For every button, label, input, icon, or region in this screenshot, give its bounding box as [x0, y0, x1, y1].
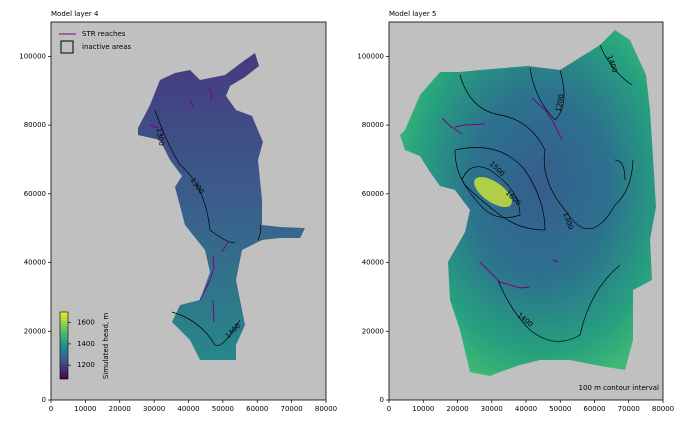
- contour-label: 1200: [555, 94, 566, 113]
- legend-label: inactive areas: [82, 43, 131, 51]
- str-reach: [208, 87, 213, 101]
- y-tick-label: 80000: [24, 121, 46, 129]
- x-tick-label: 60000: [246, 405, 268, 413]
- x-tick-label: 30000: [481, 405, 503, 413]
- x-tick-label: 0: [387, 405, 391, 413]
- x-tick-label: 70000: [618, 405, 640, 413]
- legend-box: [60, 40, 74, 54]
- y-tick-label: 100000: [357, 52, 384, 60]
- contour-line: [614, 159, 626, 181]
- y-tick-label: 40000: [24, 259, 46, 267]
- str-reach: [149, 124, 159, 129]
- str-reach: [479, 261, 531, 289]
- x-tick-label: 10000: [412, 405, 434, 413]
- x-tick-label: 20000: [446, 405, 468, 413]
- x-tick-label: 0: [49, 405, 53, 413]
- x-tick-label: 50000: [549, 405, 571, 413]
- contour-line: [461, 166, 521, 218]
- str-reach: [212, 299, 215, 323]
- y-tick-label: 100000: [19, 52, 46, 60]
- contour-line: [257, 224, 262, 241]
- colorbar-tick-label: 1400: [77, 340, 95, 348]
- contour-label: 1300: [155, 128, 166, 147]
- active-area: [400, 30, 656, 376]
- legend-label: STR reaches: [82, 30, 126, 38]
- contour-line: [497, 264, 621, 342]
- contour-line: [529, 67, 565, 121]
- y-tick-label: 20000: [362, 327, 384, 335]
- y-tick-label: 20000: [24, 327, 46, 335]
- y-tick-label: 0: [42, 396, 46, 404]
- x-tick-label: 10000: [74, 405, 96, 413]
- str-reach: [531, 97, 563, 141]
- str-reach: [189, 99, 194, 107]
- high-head-area: [474, 176, 512, 208]
- panel-title: Model layer 5: [389, 10, 436, 18]
- x-tick-label: 50000: [212, 405, 234, 413]
- y-tick-label: 60000: [362, 190, 384, 198]
- contour-line: [459, 74, 634, 230]
- colorbar-tick-label: 1600: [77, 319, 95, 327]
- x-tick-label: 40000: [177, 405, 199, 413]
- x-tick-label: 30000: [143, 405, 165, 413]
- contour-line: [599, 44, 633, 86]
- y-tick-label: 40000: [362, 259, 384, 267]
- str-reach: [441, 117, 463, 135]
- x-tick-label: 80000: [652, 405, 674, 413]
- active-area: [138, 53, 305, 360]
- x-tick-label: 20000: [109, 405, 131, 413]
- contour-line: [154, 109, 236, 243]
- x-tick-label: 80000: [315, 405, 337, 413]
- str-reach: [454, 123, 486, 128]
- y-tick-label: 60000: [24, 190, 46, 198]
- x-tick-label: 60000: [583, 405, 605, 413]
- str-reach: [199, 254, 215, 301]
- colorbar-label: Simulated head, m: [102, 313, 110, 380]
- str-reach: [552, 259, 559, 263]
- contour-line: [171, 311, 241, 347]
- x-tick-label: 40000: [515, 405, 537, 413]
- y-tick-label: 0: [380, 396, 384, 404]
- x-tick-label: 70000: [280, 405, 302, 413]
- colorbar: [59, 311, 69, 380]
- colorbar-tick-label: 1200: [77, 361, 95, 369]
- str-reach: [221, 241, 229, 253]
- panel-title: Model layer 4: [51, 10, 99, 18]
- y-tick-label: 80000: [362, 121, 384, 129]
- annotation: 100 m contour interval: [579, 384, 660, 392]
